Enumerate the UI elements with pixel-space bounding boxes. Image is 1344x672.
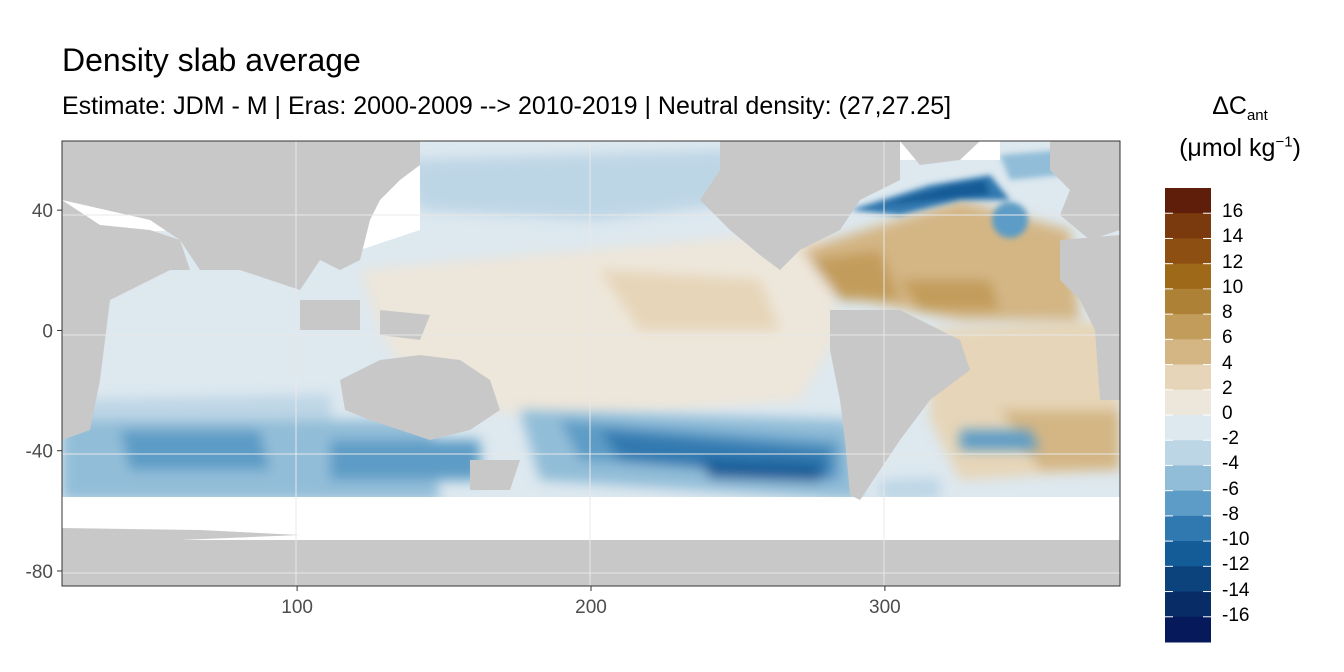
legend-label: 8 (1222, 302, 1233, 324)
color-bar-swatch (1165, 616, 1211, 643)
legend-variable: ΔCant (1212, 92, 1268, 124)
color-bar-swatch (1165, 364, 1211, 391)
legend-label: 10 (1222, 276, 1244, 298)
x-tick-label: 300 (869, 597, 901, 618)
x-axis: 100 200 300 (281, 586, 901, 618)
map-panel (62, 141, 1120, 586)
y-tick-label: -80 (26, 562, 53, 583)
color-bar-swatch (1165, 188, 1211, 214)
grid-lines (62, 141, 1120, 586)
color-bar-swatch (1165, 263, 1211, 290)
color-bar-swatch (1165, 490, 1211, 517)
legend-label: -16 (1222, 604, 1250, 626)
legend-label: 14 (1222, 226, 1244, 248)
x-tick-label: 200 (575, 597, 607, 618)
legend-label: 16 (1222, 201, 1244, 223)
color-bar-swatch (1165, 591, 1211, 618)
chart-title: Density slab average (62, 42, 361, 78)
legend-label: -4 (1222, 453, 1239, 475)
south-america-land (830, 310, 970, 500)
legend-title: ΔCant (μmol kg−1) (1160, 86, 1320, 168)
legend-label: -2 (1222, 428, 1239, 450)
y-tick-label: 40 (32, 201, 53, 222)
color-bar-swatch (1165, 288, 1211, 315)
legend-label: 0 (1222, 403, 1233, 424)
chart-subtitle: Estimate: JDM - M | Eras: 2000-2009 --> … (62, 92, 952, 120)
color-bar-swatch (1165, 415, 1211, 441)
legend-label: 6 (1222, 327, 1233, 349)
australia-land (340, 355, 500, 440)
legend-label: -6 (1222, 478, 1239, 500)
africa-land (62, 141, 190, 440)
labrador-sea-anomaly (850, 150, 1060, 238)
color-bar-swatch (1165, 213, 1211, 239)
color-bar-swatch (1165, 566, 1211, 593)
color-bar-swatch (1165, 389, 1211, 416)
color-bar-swatch (1165, 465, 1211, 492)
legend-label: 12 (1222, 251, 1244, 273)
legend-label: -10 (1222, 529, 1250, 551)
antarctica-land (62, 540, 1120, 586)
color-bar-swatch (1165, 541, 1211, 567)
x-tick-label: 100 (281, 597, 313, 618)
negative-anomaly-layer (62, 150, 1040, 500)
legend-label: 4 (1222, 352, 1233, 374)
legend-label: -8 (1222, 503, 1239, 525)
north-america-land (700, 141, 900, 270)
y-tick-label: 0 (42, 321, 53, 342)
legend-unit: (μmol kg−1) (1179, 133, 1301, 162)
legend-label: 2 (1222, 377, 1233, 399)
color-bar-swatch (1165, 314, 1211, 340)
color-bar-swatch (1165, 515, 1211, 542)
color-bar-swatch (1165, 440, 1211, 466)
legend-label: -12 (1222, 554, 1250, 576)
y-tick-label: -40 (26, 442, 53, 463)
legend-label: -14 (1222, 579, 1250, 601)
north-pacific-region (400, 150, 760, 220)
y-axis: 40 0 -40 -80 (26, 201, 62, 583)
color-bar-swatch (1165, 339, 1211, 366)
color-bar (1165, 188, 1211, 643)
color-bar-swatch (1165, 238, 1211, 265)
